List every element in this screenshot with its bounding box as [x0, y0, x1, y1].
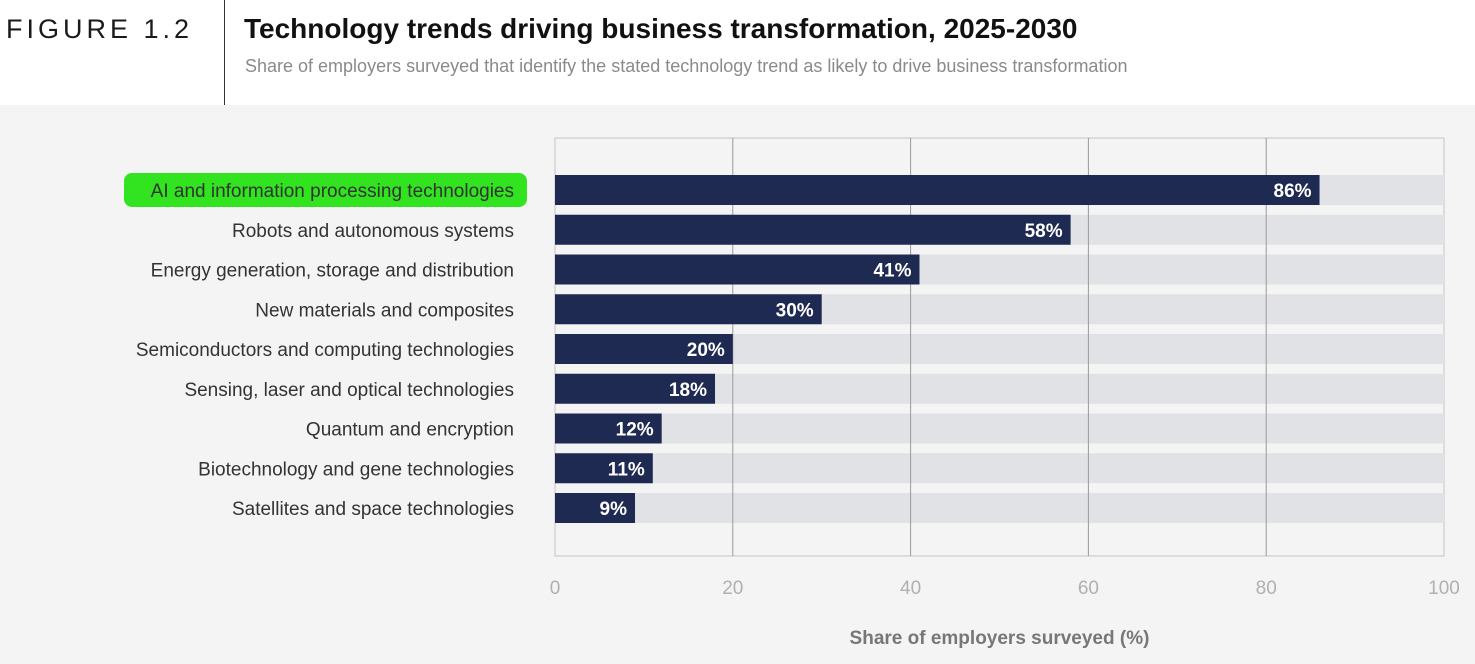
category-label: New materials and composites — [255, 300, 514, 321]
bar-value-label: 58% — [1025, 221, 1063, 242]
category-highlight — [124, 173, 527, 207]
bar-value-label: 12% — [616, 420, 654, 441]
category-label: Robots and autonomous systems — [232, 221, 514, 242]
bar-value-label: 86% — [1274, 181, 1312, 202]
category-label: Semiconductors and computing technologie… — [136, 340, 514, 361]
bar — [555, 334, 733, 364]
bar — [555, 175, 1320, 205]
x-tick-label: 40 — [900, 578, 921, 599]
x-tick-label: 0 — [550, 578, 561, 599]
bar-value-label: 11% — [608, 459, 645, 480]
bar-value-label: 18% — [669, 380, 707, 401]
bar — [555, 373, 716, 404]
x-tick-label: 20 — [722, 578, 743, 599]
category-label: Satellites and space technologies — [232, 499, 514, 520]
figure-header: FIGURE 1.2 Technology trends driving bus… — [0, 0, 1475, 105]
category-label: Biotechnology and gene technologies — [198, 459, 514, 480]
category-label: Quantum and encryption — [306, 420, 514, 441]
header-divider — [224, 0, 225, 105]
x-tick-label: 100 — [1428, 578, 1460, 599]
bar — [555, 254, 920, 285]
bar-track — [555, 453, 1444, 484]
bar-value-label: 9% — [600, 499, 628, 520]
chart-subtitle: Share of employers surveyed that identif… — [245, 56, 1128, 76]
bar-track — [555, 413, 1444, 444]
x-axis-title: Share of employers surveyed (%) — [850, 628, 1150, 649]
chart-title: Technology trends driving business trans… — [244, 13, 1078, 44]
bar-value-label: 30% — [776, 300, 814, 321]
figure-label: FIGURE 1.2 — [6, 14, 194, 44]
category-label: AI and information processing technologi… — [151, 181, 514, 202]
bar — [555, 214, 1071, 245]
bar-value-label: 20% — [687, 340, 725, 361]
bar — [555, 294, 822, 325]
bar-track — [555, 493, 1444, 523]
x-tick-label: 60 — [1078, 578, 1099, 599]
bar — [555, 493, 636, 523]
bar — [555, 413, 662, 444]
x-tick-label: 80 — [1256, 578, 1277, 599]
bar — [555, 453, 653, 484]
bar-value-label: 41% — [873, 261, 911, 282]
category-label: Energy generation, storage and distribut… — [151, 261, 514, 282]
category-label: Sensing, laser and optical technologies — [184, 380, 514, 401]
